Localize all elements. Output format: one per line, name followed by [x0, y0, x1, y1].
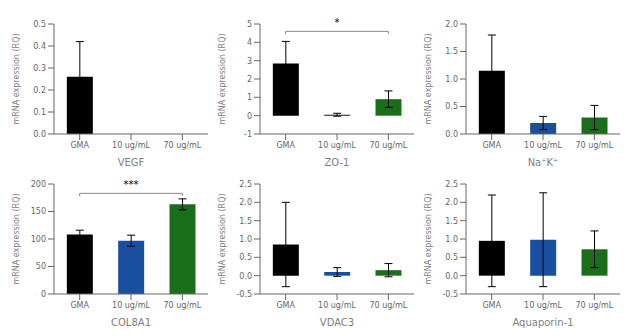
svg-text:GMA: GMA	[276, 141, 295, 150]
svg-text:10 ug/mL: 10 ug/mL	[112, 141, 150, 150]
svg-text:2.0: 2.0	[445, 198, 458, 207]
svg-text:*: *	[335, 17, 340, 28]
svg-text:1.5: 1.5	[445, 47, 458, 56]
svg-text:0.5: 0.5	[445, 253, 458, 262]
svg-text:50: 50	[36, 262, 46, 271]
svg-text:2.5: 2.5	[239, 180, 252, 189]
svg-text:2.0: 2.0	[239, 198, 252, 207]
svg-text:GMA: GMA	[482, 301, 501, 310]
svg-text:Na⁺K⁺: Na⁺K⁺	[528, 157, 559, 168]
svg-text:***: ***	[124, 179, 139, 190]
svg-text:0: 0	[247, 112, 252, 121]
svg-text:150: 150	[31, 207, 46, 216]
svg-text:mRNA expression (RQ): mRNA expression (RQ)	[424, 33, 433, 124]
svg-text:GMA: GMA	[70, 141, 89, 150]
svg-text:1.0: 1.0	[445, 235, 458, 244]
svg-text:mRNA expression (RQ): mRNA expression (RQ)	[12, 193, 21, 284]
svg-text:0.2: 0.2	[33, 86, 46, 95]
svg-text:10 ug/mL: 10 ug/mL	[524, 141, 562, 150]
svg-text:0.3: 0.3	[33, 64, 46, 73]
svg-text:0.5: 0.5	[33, 20, 46, 29]
svg-text:0.1: 0.1	[33, 108, 46, 117]
svg-text:70 ug/mL: 70 ug/mL	[575, 141, 613, 150]
svg-text:0.0: 0.0	[33, 130, 46, 139]
svg-text:ZO-1: ZO-1	[325, 157, 350, 168]
svg-text:70 ug/mL: 70 ug/mL	[369, 301, 407, 310]
svg-text:VDAC3: VDAC3	[320, 317, 354, 328]
svg-text:1: 1	[247, 93, 252, 102]
svg-text:0.0: 0.0	[239, 272, 252, 281]
svg-text:10 ug/mL: 10 ug/mL	[318, 301, 356, 310]
svg-text:70 ug/mL: 70 ug/mL	[163, 141, 201, 150]
svg-text:1.0: 1.0	[445, 75, 458, 84]
svg-text:70 ug/mL: 70 ug/mL	[163, 301, 201, 310]
svg-text:mRNA expression (RQ): mRNA expression (RQ)	[218, 193, 227, 284]
svg-text:COL8A1: COL8A1	[111, 317, 151, 328]
svg-text:mRNA expression (RQ): mRNA expression (RQ)	[424, 193, 433, 284]
svg-text:Aquaporin-1: Aquaporin-1	[512, 317, 573, 328]
svg-text:GMA: GMA	[70, 301, 89, 310]
svg-text:3: 3	[247, 57, 252, 66]
svg-text:200: 200	[31, 180, 46, 189]
svg-text:10 ug/mL: 10 ug/mL	[318, 141, 356, 150]
svg-text:-1: -1	[244, 130, 252, 139]
svg-text:0.0: 0.0	[445, 130, 458, 139]
svg-text:mRNA expression (RQ): mRNA expression (RQ)	[12, 33, 21, 124]
svg-text:0.5: 0.5	[239, 253, 252, 262]
svg-text:0.0: 0.0	[445, 272, 458, 281]
svg-text:2: 2	[247, 75, 252, 84]
svg-text:0: 0	[41, 290, 46, 299]
svg-text:-0.5: -0.5	[236, 290, 252, 299]
svg-text:GMA: GMA	[482, 141, 501, 150]
svg-text:GMA: GMA	[276, 301, 295, 310]
svg-text:5: 5	[247, 20, 252, 29]
svg-text:2.0: 2.0	[445, 20, 458, 29]
svg-text:1.0: 1.0	[239, 235, 252, 244]
svg-text:0.5: 0.5	[445, 102, 458, 111]
svg-text:2.5: 2.5	[445, 180, 458, 189]
svg-text:4: 4	[247, 38, 252, 47]
svg-text:1.5: 1.5	[445, 217, 458, 226]
svg-text:70 ug/mL: 70 ug/mL	[575, 301, 613, 310]
svg-text:0.4: 0.4	[33, 42, 46, 51]
svg-text:1.5: 1.5	[239, 217, 252, 226]
svg-text:10 ug/mL: 10 ug/mL	[524, 301, 562, 310]
svg-text:10 ug/mL: 10 ug/mL	[112, 301, 150, 310]
svg-text:-0.5: -0.5	[442, 290, 458, 299]
svg-text:70 ug/mL: 70 ug/mL	[369, 141, 407, 150]
svg-text:mRNA expression (RQ): mRNA expression (RQ)	[218, 33, 227, 124]
svg-text:100: 100	[31, 235, 46, 244]
svg-text:VEGF: VEGF	[118, 157, 145, 168]
